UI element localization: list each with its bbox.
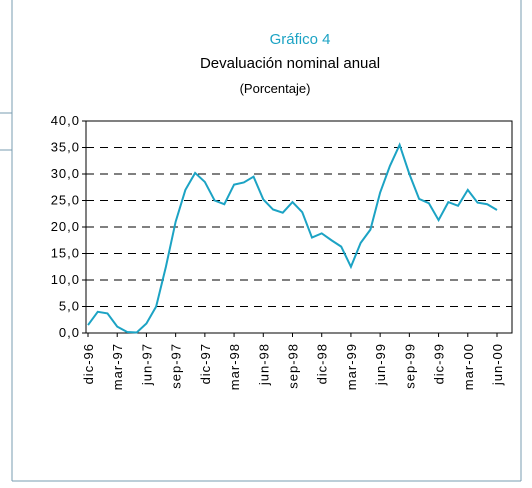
y-tick-label: 25,0	[51, 193, 80, 208]
x-tick-label: sep-98	[286, 343, 301, 389]
x-tick-label: mar-98	[227, 343, 242, 390]
chart-subtitle: Devaluación nominal anual	[200, 55, 380, 72]
x-tick-label: sep-99	[402, 343, 417, 389]
x-tick-label: mar-00	[461, 343, 476, 390]
x-tick-label: dic-97	[198, 343, 213, 384]
y-tick-label: 10,0	[51, 272, 80, 287]
x-tick-label: dic-99	[432, 343, 447, 384]
x-tick-label: dic-96	[81, 343, 96, 384]
y-tick-label: 0,0	[59, 325, 80, 340]
x-tick-label: jun-97	[139, 343, 154, 386]
y-tick-label: 30,0	[51, 166, 80, 181]
y-tick-label: 15,0	[51, 246, 80, 261]
x-tick-label: jun-00	[490, 343, 505, 386]
plot-area	[85, 120, 513, 334]
unit-label: (Porcentaje)	[240, 81, 311, 96]
y-tick-label: 35,0	[51, 140, 80, 155]
y-tick-label: 40,0	[51, 113, 80, 128]
chart-title: Gráfico 4	[270, 31, 331, 48]
data-line	[87, 142, 498, 334]
x-tick-label: jun-99	[373, 343, 388, 386]
x-tick-label: sep-97	[169, 343, 184, 389]
x-tick-label: mar-99	[344, 343, 359, 390]
x-tick-label: jun-98	[256, 343, 271, 386]
y-tick-label: 5,0	[59, 299, 80, 314]
y-tick-label: 20,0	[51, 219, 80, 234]
x-tick-label: dic-98	[315, 343, 330, 384]
x-tick-label: mar-97	[110, 343, 125, 390]
